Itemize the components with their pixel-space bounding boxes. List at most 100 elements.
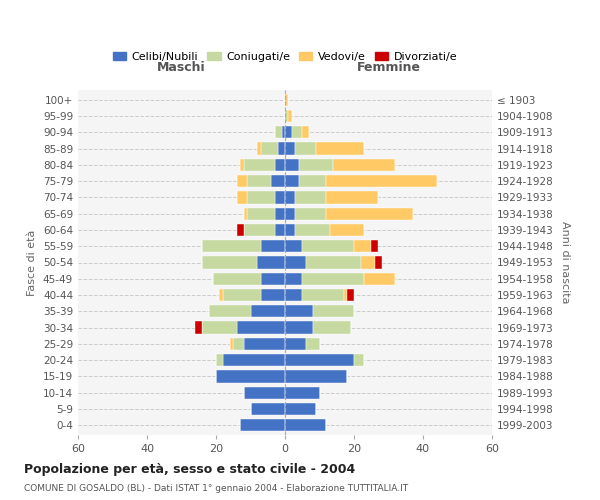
Bar [285,386,320,399]
Bar [302,126,309,138]
Bar [295,192,326,203]
Bar [285,110,289,122]
Bar [251,305,285,318]
Bar [295,224,330,236]
Bar [202,256,257,268]
Bar [209,305,251,318]
Bar [313,305,354,318]
Bar [275,159,285,171]
Bar [285,192,295,203]
Bar [275,208,285,220]
Bar [271,175,285,187]
Text: COMUNE DI GOSALDO (BL) - Dati ISTAT 1° gennaio 2004 - Elaborazione TUTTITALIA.IT: COMUNE DI GOSALDO (BL) - Dati ISTAT 1° g… [24,484,408,493]
Bar [216,354,223,366]
Bar [330,224,364,236]
Bar [285,338,306,350]
Bar [233,338,244,350]
Bar [285,403,316,415]
Bar [237,192,247,203]
Bar [244,159,275,171]
Bar [285,305,313,318]
Bar [223,354,285,366]
Bar [285,159,299,171]
Bar [306,256,361,268]
Legend: Celibi/Nubili, Coniugati/e, Vedovi/e, Divorziati/e: Celibi/Nubili, Coniugati/e, Vedovi/e, Di… [109,48,461,66]
Bar [237,224,244,236]
Bar [295,208,326,220]
Bar [306,338,320,350]
Bar [361,256,374,268]
Bar [347,289,354,301]
Bar [244,208,247,220]
Bar [299,175,326,187]
Bar [285,370,347,382]
Bar [261,142,278,154]
Text: Maschi: Maschi [157,60,206,74]
Bar [285,240,302,252]
Bar [247,192,275,203]
Bar [275,126,281,138]
Bar [299,159,334,171]
Bar [285,256,306,268]
Bar [374,256,382,268]
Bar [275,224,285,236]
Bar [247,175,271,187]
Bar [196,322,202,334]
Bar [281,126,285,138]
Bar [326,175,437,187]
Bar [223,289,261,301]
Bar [247,208,275,220]
Bar [302,289,344,301]
Bar [240,159,244,171]
Bar [212,272,261,285]
Text: Popolazione per età, sesso e stato civile - 2004: Popolazione per età, sesso e stato civil… [24,462,355,475]
Bar [257,256,285,268]
Bar [285,289,302,301]
Bar [237,175,247,187]
Bar [302,240,354,252]
Bar [364,272,395,285]
Bar [251,403,285,415]
Bar [285,224,295,236]
Bar [261,240,285,252]
Bar [261,289,285,301]
Bar [275,192,285,203]
Bar [326,208,413,220]
Bar [285,94,289,106]
Bar [278,142,285,154]
Bar [326,192,378,203]
Bar [244,224,275,236]
Bar [257,142,261,154]
Bar [202,240,261,252]
Bar [285,354,354,366]
Bar [295,142,316,154]
Bar [285,272,302,285]
Text: Femmine: Femmine [356,60,421,74]
Bar [285,208,295,220]
Bar [354,240,371,252]
Bar [285,126,292,138]
Bar [240,419,285,432]
Bar [302,272,364,285]
Y-axis label: Anni di nascita: Anni di nascita [560,221,570,304]
Bar [313,322,350,334]
Bar [316,142,364,154]
Bar [285,175,299,187]
Bar [202,322,237,334]
Bar [261,272,285,285]
Bar [216,370,285,382]
Y-axis label: Fasce di età: Fasce di età [28,230,37,296]
Bar [289,110,292,122]
Bar [285,419,326,432]
Bar [344,289,347,301]
Bar [244,386,285,399]
Bar [371,240,378,252]
Bar [220,289,223,301]
Bar [354,354,364,366]
Bar [244,338,285,350]
Bar [285,142,295,154]
Bar [292,126,302,138]
Bar [285,322,313,334]
Bar [334,159,395,171]
Bar [237,322,285,334]
